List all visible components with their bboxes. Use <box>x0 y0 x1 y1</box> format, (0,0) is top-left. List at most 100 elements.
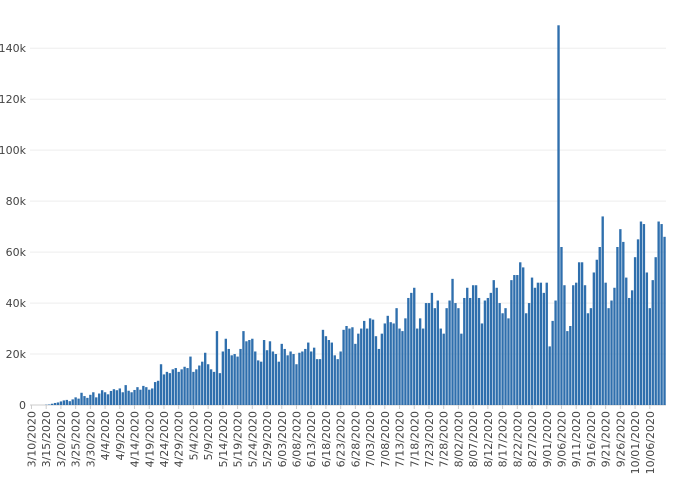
bar <box>57 402 59 405</box>
bar <box>546 283 548 405</box>
bar <box>319 359 321 405</box>
bar <box>145 387 147 405</box>
bar <box>322 330 324 405</box>
bar <box>501 313 503 405</box>
bar <box>298 353 300 405</box>
bar <box>431 293 433 405</box>
bar <box>260 362 262 405</box>
bar <box>451 279 453 405</box>
x-tick-label: 5/14/2020 <box>217 411 230 467</box>
bar <box>537 283 539 405</box>
bar <box>357 334 359 405</box>
bar <box>652 280 654 405</box>
bar <box>142 386 144 405</box>
bar <box>590 308 592 405</box>
x-tick-label: 5/19/2020 <box>232 411 245 467</box>
bar <box>228 349 230 405</box>
x-tick-label: 8/17/2020 <box>497 411 510 467</box>
bar <box>534 288 536 405</box>
x-tick-label: 6/23/2020 <box>335 411 348 467</box>
x-tick-label: 6/08/2020 <box>290 411 303 467</box>
bar <box>157 381 159 405</box>
bar <box>169 373 171 405</box>
bar <box>457 308 459 405</box>
bar <box>475 285 477 405</box>
x-tick-label: 4/24/2020 <box>158 411 171 467</box>
bar <box>339 351 341 405</box>
bar <box>328 340 330 405</box>
x-tick-label: 5/4/2020 <box>187 411 200 460</box>
bar <box>248 340 250 405</box>
x-tick-label: 9/06/2020 <box>555 411 568 467</box>
bar <box>596 260 598 405</box>
bar <box>113 389 115 405</box>
bar <box>231 355 233 405</box>
bar <box>496 288 498 405</box>
bar <box>301 351 303 405</box>
x-tick-label: 6/13/2020 <box>305 411 318 467</box>
bar <box>498 303 500 405</box>
bar <box>510 280 512 405</box>
bar <box>504 308 506 405</box>
bar <box>646 272 648 405</box>
bar <box>210 369 212 405</box>
x-tick-label: 6/18/2020 <box>320 411 333 467</box>
bar <box>360 329 362 405</box>
y-tick-label: 100k <box>0 144 27 157</box>
bar <box>369 318 371 405</box>
bar <box>372 320 374 405</box>
bar <box>72 399 74 405</box>
x-tick-label: 3/10/2020 <box>25 411 38 467</box>
bar <box>554 301 556 405</box>
x-tick-label: 8/12/2020 <box>482 411 495 467</box>
bar <box>275 354 277 405</box>
bar <box>631 290 633 405</box>
bar <box>331 343 333 405</box>
bar <box>122 392 124 405</box>
x-tick-label: 3/30/2020 <box>84 411 97 467</box>
bar <box>354 344 356 405</box>
bar <box>649 308 651 405</box>
x-tick-label: 7/23/2020 <box>423 411 436 467</box>
bar <box>410 293 412 405</box>
bar <box>493 280 495 405</box>
bar <box>628 298 630 405</box>
bar <box>89 395 91 405</box>
bar <box>519 262 521 405</box>
bar <box>69 401 71 405</box>
bar <box>578 262 580 405</box>
bar <box>98 394 100 405</box>
x-tick-label: 7/18/2020 <box>408 411 421 467</box>
bar <box>63 400 65 405</box>
bar <box>419 318 421 405</box>
bar <box>80 393 82 405</box>
x-tick-label: 9/21/2020 <box>600 411 613 467</box>
bar <box>342 330 344 405</box>
bar <box>160 364 162 405</box>
bar <box>222 351 224 405</box>
bar <box>151 388 153 405</box>
bar <box>607 308 609 405</box>
bar <box>334 355 336 405</box>
bar <box>634 257 636 405</box>
bar <box>180 369 182 405</box>
bar <box>604 283 606 405</box>
bar <box>236 357 238 405</box>
x-tick-label: 6/28/2020 <box>349 411 362 467</box>
x-tick-label: 8/27/2020 <box>526 411 539 467</box>
bar <box>207 364 209 405</box>
bar <box>239 349 241 405</box>
bar <box>516 275 518 405</box>
bar <box>528 303 530 405</box>
bar <box>404 318 406 405</box>
bar <box>337 359 339 405</box>
bar <box>60 401 62 405</box>
x-tick-label: 5/29/2020 <box>261 411 274 467</box>
bar <box>51 404 53 405</box>
bar <box>481 323 483 405</box>
bar <box>201 362 203 405</box>
bar <box>74 397 76 405</box>
bar <box>407 298 409 405</box>
bar <box>198 366 200 406</box>
